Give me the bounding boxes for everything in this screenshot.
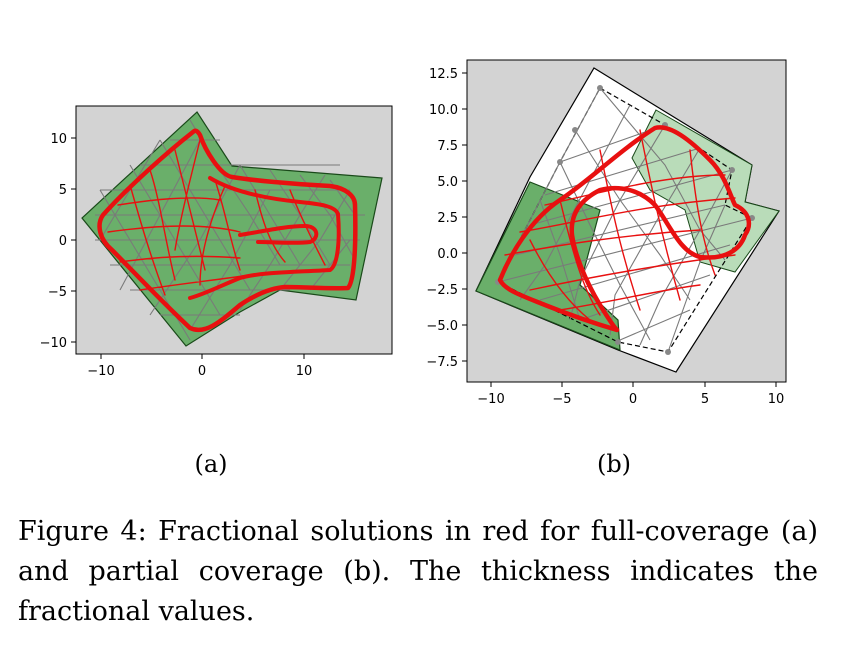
axis-b-ticks: [462, 72, 777, 387]
solution-path-thin-b: [504, 129, 736, 321]
y-tick-b-4: 2.5: [437, 211, 458, 226]
x-tick-a-0: −10: [87, 364, 114, 379]
x-tick-b-2: 0: [629, 392, 637, 407]
x-tick-a-1: 0: [198, 364, 206, 379]
x-tick-b-1: −5: [552, 392, 571, 407]
axis-a-ticks: [71, 137, 305, 359]
x-tick-b-3: 5: [701, 392, 709, 407]
subfigure-a-label: (a): [194, 450, 227, 478]
x-tick-b-0: −10: [477, 392, 504, 407]
y-tick-b-2: 7.5: [437, 139, 458, 154]
mesh-vertices-b: [495, 85, 755, 355]
y-tick-a-1: 5: [59, 183, 67, 198]
dark-coverage-region-b: [475, 181, 621, 351]
solution-path-inner-a: [188, 176, 341, 300]
y-tick-a-4: −10: [40, 336, 67, 351]
y-tick-a-2: 0: [59, 234, 67, 249]
y-tick-b-8: −7.5: [426, 355, 458, 370]
y-tick-b-7: −5.0: [426, 319, 458, 334]
solution-path-thin-a: [107, 139, 326, 296]
y-tick-a-3: −5: [48, 285, 67, 300]
y-tick-b-6: −2.5: [426, 283, 458, 298]
caption-text: Fractional solutions in red for full-cov…: [18, 516, 818, 627]
fractional-solution-b: [497, 125, 752, 333]
fractional-solution-a: [97, 128, 358, 332]
solution-loop-a: [238, 224, 319, 245]
subfigure-b-label: (b): [597, 450, 631, 478]
y-tick-b-1: 10.0: [429, 103, 458, 118]
x-tick-a-2: 10: [296, 364, 313, 379]
y-tick-b-5: 0.0: [437, 247, 458, 262]
caption-number: Figure 4:: [18, 516, 147, 547]
subfigure-a-plot: −10 0 10 10 5 0 −5 −10 (a): [40, 105, 393, 478]
solution-path-thick-a: [97, 128, 358, 332]
subfigure-b-plot: −10 −5 0 5 10 12.5 10.0 7.5 5.0 2.5 0.0 …: [426, 59, 787, 478]
solution-path-thick-b: [497, 125, 752, 333]
y-tick-b-0: 12.5: [429, 67, 458, 82]
light-coverage-region-b: [631, 109, 780, 273]
figure-caption: Figure 4: Fractional solutions in red fo…: [18, 512, 818, 632]
y-tick-a-0: 10: [50, 132, 67, 147]
x-tick-b-4: 10: [768, 392, 785, 407]
y-tick-b-3: 5.0: [437, 175, 458, 190]
